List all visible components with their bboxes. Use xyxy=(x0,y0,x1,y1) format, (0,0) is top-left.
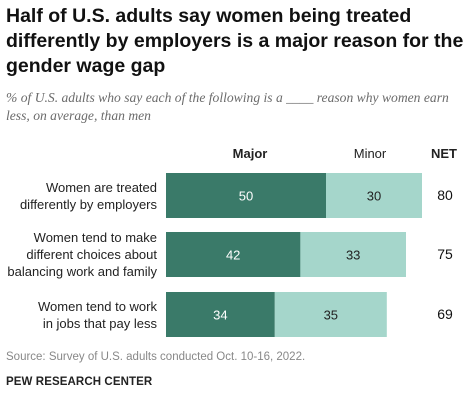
bar-minor-1 xyxy=(326,173,422,218)
category-label-line: balancing work and family xyxy=(7,264,157,279)
source-note: Source: Survey of U.S. adults conducted … xyxy=(6,351,306,363)
bar-major-2 xyxy=(166,232,301,277)
data-label-major-1: 50 xyxy=(239,189,253,204)
bar-minor-2 xyxy=(300,232,406,277)
chart-title: Half of U.S. adults say women being trea… xyxy=(6,5,464,77)
column-header-major: Major xyxy=(232,146,268,161)
column-header-minor: Minor xyxy=(353,146,387,161)
category-label-line: Women tend to make xyxy=(33,230,157,245)
column-header-net: NET xyxy=(431,146,457,161)
net-value-1: 80 xyxy=(437,186,453,203)
category-label-line: different choices about xyxy=(26,247,157,262)
bar-major-3 xyxy=(166,292,275,337)
data-label-major-2: 42 xyxy=(226,248,240,263)
category-label-line: in jobs that pay less xyxy=(42,315,157,331)
chart-subtitle: % of U.S. adults who say each of the fol… xyxy=(6,90,449,123)
category-label-1: Women are treated differently by employer… xyxy=(0,179,157,213)
category-label-line: Women tend to work xyxy=(38,298,157,314)
data-label-minor-3: 35 xyxy=(324,308,338,323)
category-label-line: Women are treated xyxy=(45,179,157,195)
net-value-2: 75 xyxy=(437,245,453,262)
data-label-minor-1: 30 xyxy=(367,189,381,204)
category-label-2: Women tend to make different choices abou… xyxy=(0,229,157,280)
pew-research-center-logo: PEW RESEARCH CENTER xyxy=(6,376,153,388)
category-label-3: Women tend to work in jobs that pay less xyxy=(0,298,157,332)
bar-minor-3 xyxy=(274,292,387,337)
data-label-major-3: 34 xyxy=(213,308,227,323)
bar-major-1 xyxy=(166,173,326,218)
net-value-3: 69 xyxy=(437,305,453,322)
category-label-line: differently by employers xyxy=(19,196,157,212)
data-label-minor-2: 33 xyxy=(346,248,360,263)
